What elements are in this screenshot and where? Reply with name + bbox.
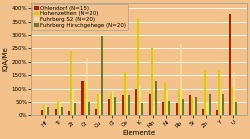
Bar xyxy=(229,13,231,115)
Bar xyxy=(72,90,74,115)
Bar xyxy=(216,110,218,115)
Bar xyxy=(137,19,139,115)
Bar xyxy=(95,109,97,115)
Bar xyxy=(86,58,87,115)
Bar xyxy=(141,103,143,115)
Bar xyxy=(41,110,43,115)
X-axis label: Elemente: Elemente xyxy=(123,130,156,136)
Bar xyxy=(195,97,197,115)
Bar xyxy=(108,99,110,115)
Bar xyxy=(182,99,184,115)
Bar xyxy=(59,102,61,115)
Bar xyxy=(208,94,210,115)
Bar xyxy=(193,98,195,115)
Bar xyxy=(206,102,208,115)
Bar xyxy=(126,94,128,115)
Bar xyxy=(112,91,114,115)
Bar xyxy=(122,95,124,115)
Bar xyxy=(68,111,70,115)
Bar xyxy=(168,101,170,115)
Bar xyxy=(222,94,224,115)
Bar xyxy=(153,105,155,115)
Bar xyxy=(218,70,220,115)
Bar xyxy=(139,85,141,115)
Bar xyxy=(164,83,166,115)
Bar xyxy=(74,103,76,115)
Bar xyxy=(114,97,116,115)
Bar xyxy=(97,94,99,115)
Bar xyxy=(110,93,112,115)
Bar xyxy=(166,89,168,115)
Bar xyxy=(176,103,178,115)
Bar xyxy=(162,102,164,115)
Bar xyxy=(189,95,191,115)
Bar xyxy=(234,72,235,115)
Bar xyxy=(82,80,84,115)
Bar xyxy=(128,95,130,115)
Bar xyxy=(56,101,59,115)
Bar xyxy=(61,107,63,115)
Bar xyxy=(84,83,86,115)
Bar xyxy=(155,80,157,115)
Bar xyxy=(180,44,182,115)
Bar xyxy=(88,102,90,115)
Y-axis label: IQA/Me: IQA/Me xyxy=(3,47,9,71)
Bar xyxy=(45,106,47,115)
Bar xyxy=(99,94,101,115)
Bar xyxy=(236,102,238,115)
Legend: Ohlendorf (N=15), Hohenzethen (N=20), Fuhrberg S2 (N=20), Fuhrberg Hirschgehege : Ohlendorf (N=15), Hohenzethen (N=20), Fu… xyxy=(32,4,128,30)
Bar xyxy=(101,36,103,115)
Bar xyxy=(54,109,56,115)
Bar xyxy=(191,98,193,115)
Bar xyxy=(220,89,222,115)
Bar xyxy=(149,94,151,115)
Bar xyxy=(178,89,180,115)
Bar xyxy=(204,70,206,115)
Bar xyxy=(43,105,45,115)
Bar xyxy=(202,109,204,115)
Bar xyxy=(151,48,153,115)
Bar xyxy=(47,107,49,115)
Bar xyxy=(70,51,72,115)
Bar xyxy=(124,72,126,115)
Bar xyxy=(231,87,234,115)
Bar xyxy=(135,89,137,115)
